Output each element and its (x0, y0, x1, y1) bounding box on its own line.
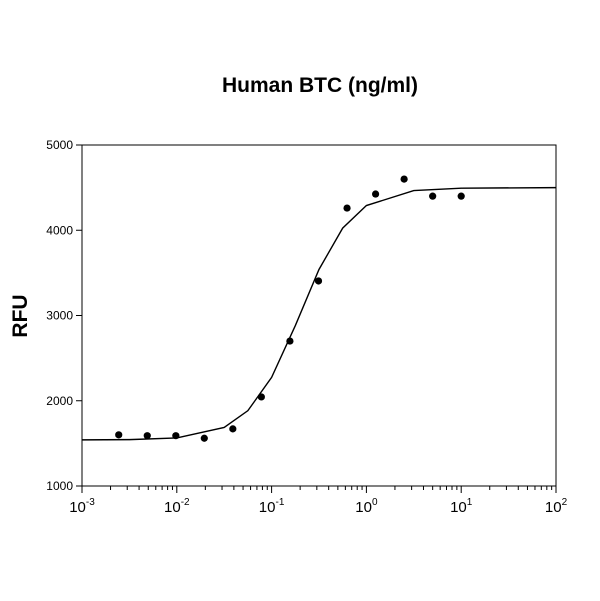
data-point (343, 204, 351, 212)
data-point (371, 190, 380, 198)
y-axis-label: RFU (9, 294, 32, 337)
x-tick-label: 102 (545, 497, 568, 516)
data-point (200, 434, 208, 442)
y-tick-label: 3000 (46, 309, 73, 323)
data-point (314, 277, 323, 285)
x-tick-label: 10-2 (164, 497, 190, 516)
data-point (400, 175, 408, 183)
plot-frame (81, 144, 557, 487)
data-point (229, 425, 237, 433)
data-point (115, 431, 123, 439)
x-tick-label: 100 (355, 497, 378, 516)
y-tick-label: 5000 (46, 138, 73, 152)
data-point (457, 192, 465, 200)
data-point (143, 432, 151, 440)
x-tick-label: 101 (450, 497, 473, 516)
y-tick-label: 4000 (46, 223, 73, 237)
y-tick-label: 1000 (46, 479, 73, 493)
fit-curve (81, 186, 557, 441)
data-point (429, 192, 437, 200)
chart-title: Human BTC (ng/ml) (222, 74, 418, 97)
x-tick-label: 10-3 (69, 497, 95, 516)
y-tick-label: 2000 (46, 394, 73, 408)
x-tick-label: 10-1 (259, 497, 285, 516)
